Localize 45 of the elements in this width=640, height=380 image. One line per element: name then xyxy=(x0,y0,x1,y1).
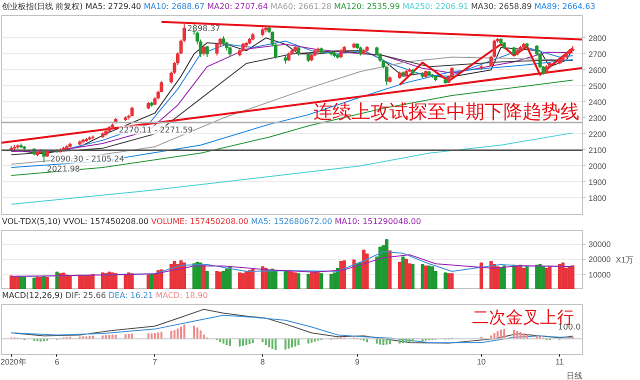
text: MA60: 2661.28 xyxy=(270,2,332,11)
annotation: 2270.11 - 2271.59 xyxy=(118,126,193,135)
x-tick-label: 10 xyxy=(476,358,486,366)
annotation: 2021.98 xyxy=(46,164,80,174)
x-tick-label: 11 xyxy=(556,358,564,366)
text: VOLUME: 157450208.00 xyxy=(151,217,248,226)
x-tick-label: 7 xyxy=(152,358,158,366)
text: MA120: 2535.99 xyxy=(334,2,400,11)
y-tick-label: 1800 xyxy=(588,194,607,203)
chart-title: 创业板指(日线 前复权) xyxy=(2,2,83,11)
text: MA20: 2707.64 xyxy=(207,2,268,11)
x-tick-label: 9 xyxy=(355,358,360,366)
x-tick-label: 2020年 xyxy=(0,358,26,366)
y-tick-label: 2500 xyxy=(588,82,607,91)
y-tick-label: 2300 xyxy=(588,114,607,123)
y-tick-label: 2400 xyxy=(588,98,607,107)
y-tick-label: 10000 xyxy=(588,270,612,280)
y-tick-label: 2800 xyxy=(588,34,607,43)
x-tick-label: 6 xyxy=(54,358,60,366)
y-axis-title: X1万 xyxy=(616,256,634,264)
y-tick-label: 2700 xyxy=(588,50,607,59)
annotation: 2898.37 xyxy=(187,24,220,34)
text: DEA: 16.21 xyxy=(108,291,154,300)
text: DIF: 25.66 xyxy=(65,291,106,300)
y-tick-label: 2000 xyxy=(588,162,607,171)
y-tick-label: 2100 xyxy=(588,146,607,155)
annotation: 2090.30 - 2105.24 xyxy=(50,154,124,164)
y-tick-label: 2600 xyxy=(588,66,607,75)
y-tick-label: 1900 xyxy=(588,178,607,187)
annotation: 100.0 xyxy=(558,322,581,332)
y-tick-label: 20000 xyxy=(588,255,612,264)
text: MACD: 18.90 xyxy=(156,291,208,300)
x-tick-label: 8 xyxy=(260,358,266,366)
y-tick-label: 30000 xyxy=(588,240,612,250)
text: MA89: 2664.63 xyxy=(534,2,596,11)
x-axis-title: 日线 xyxy=(566,372,582,380)
chart-title: VOL-TDX(5,10) VVOL: 157450208.00 xyxy=(2,217,149,226)
text: MA250: 2206.91 xyxy=(402,2,468,11)
y-tick-label: 2200 xyxy=(588,130,607,139)
text: MA10: 2688.67 xyxy=(144,2,205,11)
text: MA5: 2729.40 xyxy=(85,2,142,11)
text: MA5: 152680672.00 xyxy=(250,217,332,226)
text: MA30: 2658.89 xyxy=(470,2,532,11)
chart-title: MACD(12,26,9) xyxy=(2,291,63,300)
text: MA10: 151290048.00 xyxy=(334,217,422,226)
